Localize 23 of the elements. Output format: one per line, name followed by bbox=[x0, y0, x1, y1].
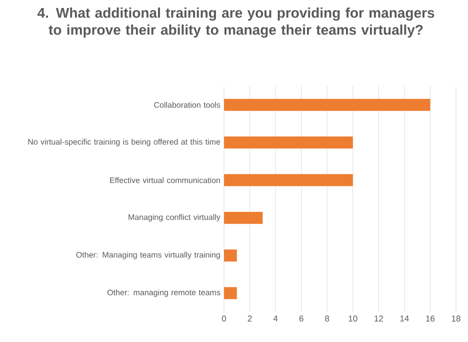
y-tick-label: Collaboration tools bbox=[154, 102, 220, 108]
bar bbox=[224, 136, 353, 148]
bar bbox=[224, 98, 430, 111]
x-tick-label: 2 bbox=[248, 316, 252, 322]
x-tick-label: 4 bbox=[273, 316, 278, 322]
chart-title: 4. What additional training are you providing for managers to improve their ability to manage their teams virtually? bbox=[37, 8, 434, 38]
y-tick-label: Effective virtual communication bbox=[110, 177, 220, 184]
bar bbox=[224, 212, 263, 224]
x-tick-label: 16 bbox=[426, 316, 435, 322]
x-tick-label: 0 bbox=[222, 316, 226, 322]
x-tick-label: 10 bbox=[348, 316, 358, 322]
bar bbox=[224, 249, 237, 262]
x-tick-label: 18 bbox=[452, 316, 460, 322]
y-tick-label: Other: managing remote teams bbox=[107, 289, 220, 297]
x-tick-label: 8 bbox=[325, 316, 330, 322]
x-tick-label: 14 bbox=[400, 316, 409, 322]
bar bbox=[224, 174, 353, 186]
x-tick-label: 6 bbox=[299, 316, 304, 322]
y-tick-label: Other: Managing teams virtually training bbox=[76, 252, 220, 260]
x-tick-label: 12 bbox=[374, 316, 383, 322]
y-tick-label: No virtual-specific training is being offered at this time bbox=[28, 138, 220, 146]
y-tick-label: Managing conflict virtually bbox=[128, 214, 220, 222]
bar bbox=[224, 287, 237, 300]
